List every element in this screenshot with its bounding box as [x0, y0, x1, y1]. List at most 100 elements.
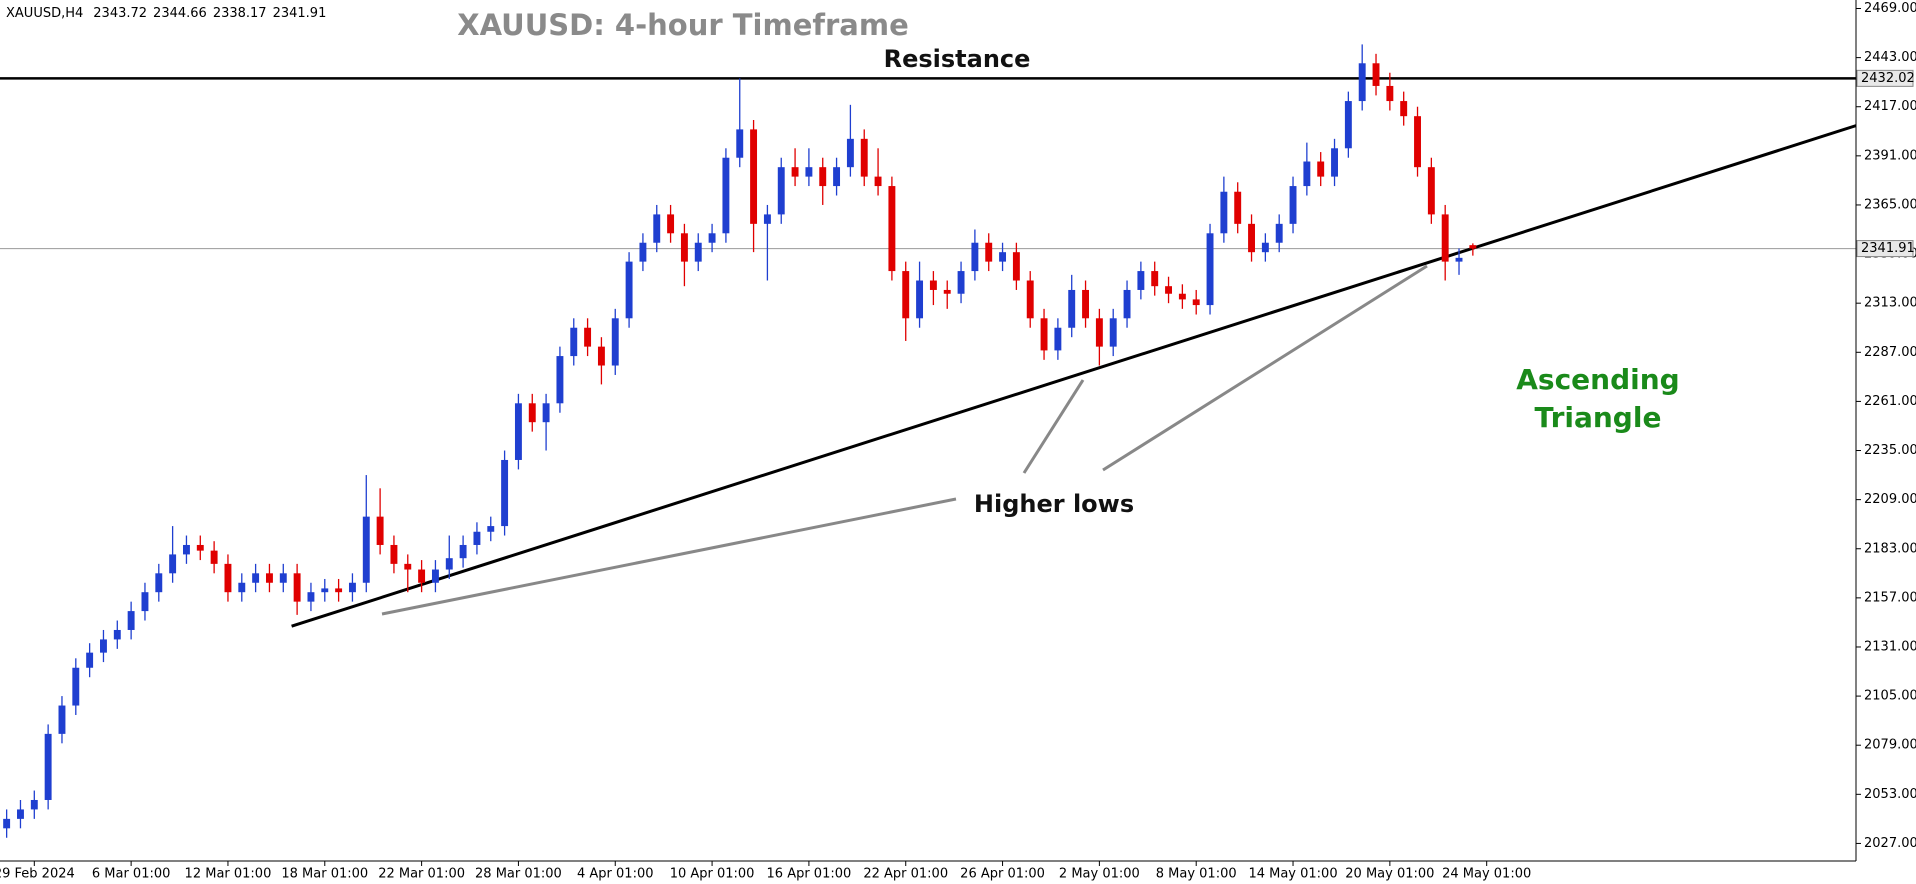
candle-body: [17, 809, 24, 819]
candle-body: [321, 588, 329, 593]
candle-body: [625, 261, 633, 319]
candle-body: [902, 271, 910, 319]
candle-body: [431, 569, 439, 583]
pattern-label: Triangle: [1535, 401, 1662, 434]
candle-body: [390, 544, 398, 564]
candle-body: [265, 573, 273, 583]
candle-body: [1178, 293, 1186, 300]
x-tick-label: 10 Apr 01:00: [670, 867, 755, 882]
candle-body: [542, 403, 550, 423]
y-tick-label: 2469.00: [1864, 1, 1916, 16]
candle-body: [169, 554, 177, 574]
candle-body: [1109, 318, 1117, 347]
candle-body: [72, 667, 80, 706]
x-tick-label: 26 Apr 01:00: [960, 867, 1045, 882]
x-tick-label: 2 May 01:00: [1059, 867, 1140, 882]
candle-body: [210, 550, 218, 564]
candle-body: [1469, 245, 1477, 249]
y-tick-label: 2287.00: [1864, 345, 1916, 360]
y-tick-label: 2053.00: [1864, 787, 1916, 802]
candle-body: [667, 214, 675, 234]
candle-body: [929, 280, 937, 290]
resistance-box: [1856, 69, 1914, 87]
candle-body: [1317, 161, 1325, 177]
candle-body: [307, 592, 315, 602]
candle-body: [445, 558, 453, 570]
candle-body: [846, 138, 854, 168]
candle-body: [335, 588, 343, 593]
candle-body: [694, 242, 702, 262]
candle-body: [1275, 223, 1283, 243]
candle-body: [1192, 299, 1200, 306]
symbol: XAUUSD,H4: [6, 6, 83, 21]
x-tick-label: 8 May 01:00: [1156, 867, 1237, 882]
candle-body: [1344, 101, 1352, 149]
candle-body: [584, 327, 592, 347]
candle-body: [1012, 252, 1020, 281]
candle-body: [833, 167, 841, 187]
candle-body: [501, 459, 509, 527]
candle-body: [1358, 63, 1366, 102]
x-tick-label: 24 May 01:00: [1442, 867, 1531, 882]
candle-body: [1414, 116, 1421, 168]
y-tick-label: 2313.00: [1864, 296, 1916, 311]
y-tick-label: 2105.00: [1864, 689, 1916, 704]
candle-body: [805, 167, 813, 177]
candle-body: [459, 544, 467, 559]
candle-body: [404, 563, 412, 570]
candle-body: [750, 129, 758, 224]
header-low: 2338.17: [213, 6, 267, 21]
price-box: [1856, 240, 1914, 258]
x-tick-label: 18 Mar 01:00: [281, 867, 368, 882]
candle-body: [763, 214, 771, 224]
x-tick-label: 4 Apr 01:00: [577, 867, 654, 882]
candle-body: [1068, 289, 1076, 328]
y-tick-label: 2131.00: [1864, 639, 1916, 654]
candle-body: [514, 403, 522, 460]
candle-body: [376, 516, 384, 545]
candle-body: [1054, 327, 1062, 351]
chart-title: XAUUSD: 4-hour Timeframe: [457, 8, 908, 42]
x-tick-label: 28 Mar 01:00: [475, 867, 562, 882]
candle-body: [182, 544, 190, 555]
candle-body: [224, 563, 232, 593]
candle-body: [860, 138, 868, 177]
candle-body: [528, 403, 536, 423]
candle-body: [1400, 101, 1408, 117]
candle-body: [1095, 318, 1103, 347]
candle-body: [293, 573, 301, 602]
y-tick-label: 2209.00: [1864, 492, 1916, 507]
y-tick-label: 2235.00: [1864, 443, 1916, 458]
candle-body: [113, 629, 121, 640]
candle-body: [1123, 289, 1131, 319]
trend-line: [291, 124, 1857, 628]
candle-body: [999, 252, 1007, 262]
candle-body: [141, 592, 149, 612]
candle-body: [1441, 214, 1449, 262]
candle-body: [722, 157, 730, 234]
candle-body: [1026, 280, 1034, 319]
candle-body: [1248, 223, 1255, 253]
header-high: 2344.66: [153, 6, 207, 21]
pointer-line: [381, 497, 957, 616]
candle-body: [916, 280, 924, 319]
candle-body: [100, 639, 107, 653]
candle-body: [777, 167, 785, 215]
candle-body: [708, 233, 716, 243]
candle-body: [3, 818, 11, 829]
candle-body: [1372, 63, 1380, 86]
candle-body: [1206, 233, 1214, 306]
candle-body: [362, 516, 370, 583]
higher-lows-label: Higher lows: [974, 490, 1134, 518]
candle-body: [597, 346, 605, 366]
candle-body: [1165, 286, 1172, 294]
y-tick-label: 2417.00: [1864, 99, 1916, 114]
y-tick-label: 2391.00: [1864, 148, 1916, 163]
x-tick-label: 22 Mar 01:00: [378, 867, 465, 882]
candle-body: [556, 356, 564, 404]
y-tick-label: 2079.00: [1864, 738, 1916, 753]
y-tick-label: 2027.00: [1864, 836, 1916, 851]
candle-body: [874, 176, 882, 187]
candle-body: [487, 526, 495, 532]
